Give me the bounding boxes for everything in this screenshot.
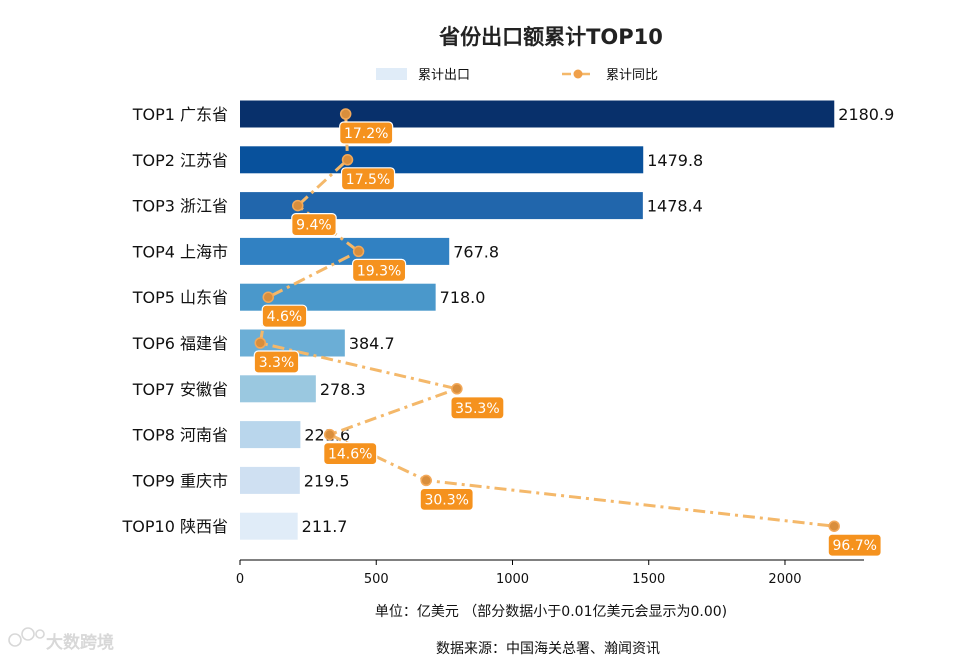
legend-line-marker — [573, 69, 583, 79]
yoy-value-label: 14.6% — [328, 447, 372, 463]
bar-value-label: 767.8 — [453, 242, 499, 261]
category-label: TOP8 河南省 — [132, 426, 228, 445]
bar-value-label: 1479.8 — [647, 151, 703, 170]
x-axis: 0 500 1000 1500 2000 — [236, 559, 864, 587]
yoy-marker — [341, 154, 354, 166]
bar-value-label: 2180.9 — [838, 105, 894, 124]
yoy-value-label: 30.3% — [424, 492, 468, 508]
x-tick-label: 1500 — [632, 572, 665, 587]
legend: 累计出口 累计同比 — [376, 68, 658, 83]
bar — [240, 466, 300, 494]
yoy-label-box — [351, 258, 407, 282]
watermark-text: 大数跨境 — [46, 632, 114, 653]
yoy-value-label: 35.3% — [455, 401, 499, 417]
category-label: TOP2 江苏省 — [132, 151, 228, 170]
yoy-value-label: 19.3% — [357, 263, 401, 279]
bar — [240, 146, 644, 174]
category-label: TOP4 上海市 — [132, 242, 228, 261]
yoy-marker — [254, 337, 267, 349]
bars-layer: TOP1 广东省 2180.9 TOP2 江苏省 1479.8 TOP3 浙江省 1478… — [122, 100, 894, 540]
legend-label-line: 累计同比 — [606, 68, 658, 83]
source-note: 数据来源：中国海关总署、瀚闻资讯 — [436, 641, 660, 657]
yoy-marker — [262, 291, 275, 303]
yoy-label-box — [291, 213, 337, 237]
yoy-value-label: 17.2% — [344, 126, 388, 142]
legend-bar-swatch — [376, 68, 407, 80]
category-label: TOP7 安徽省 — [132, 380, 228, 399]
category-label: TOP3 浙江省 — [132, 197, 228, 216]
category-label: TOP9 重庆市 — [132, 471, 228, 490]
yoy-line-layer: 17.2% 17.5% 9.4% 19.3% 4.6% 3.3% 35.3% 14.6% 30.… — [253, 108, 882, 557]
yoy-marker — [352, 245, 365, 258]
x-tick-label: 1000 — [496, 572, 529, 587]
yoy-label-box — [323, 442, 378, 466]
x-tick-label: 500 — [364, 572, 389, 587]
bar — [240, 421, 301, 449]
yoy-label-box — [450, 396, 505, 420]
legend-label-bar: 累计出口 — [418, 68, 470, 83]
yoy-value-label: 9.4% — [296, 218, 332, 234]
unit-note: 单位：亿美元 （部分数据小于0.01亿美元会显示为0.00) — [375, 604, 727, 620]
yoy-label-box — [253, 350, 300, 374]
yoy-line — [258, 113, 835, 528]
bar-value-label: 278.3 — [320, 380, 366, 399]
bar-value-label: 219.5 — [304, 471, 350, 490]
yoy-label-box — [339, 121, 394, 145]
category-label: TOP1 广东省 — [132, 105, 228, 124]
category-label: TOP10 陕西省 — [122, 517, 228, 536]
bar-value-label: 718.0 — [440, 288, 486, 307]
yoy-value-label: 4.6% — [267, 309, 303, 325]
yoy-label-box — [261, 304, 308, 328]
category-label: TOP5 山东省 — [132, 288, 228, 307]
bar — [240, 237, 450, 265]
x-tick-label: 2000 — [768, 572, 801, 587]
yoy-marker — [339, 108, 352, 120]
yoy-marker — [323, 428, 336, 441]
yoy-marker — [828, 520, 840, 532]
yoy-label-box — [340, 167, 396, 191]
yoy-marker — [292, 199, 304, 212]
yoy-marker — [420, 474, 432, 487]
watermark: 大数跨境 — [8, 627, 114, 653]
yoy-marker — [451, 383, 463, 395]
yoy-value-label: 3.3% — [259, 355, 295, 371]
bar — [240, 375, 316, 403]
category-label: TOP6 福建省 — [132, 334, 228, 353]
yoy-value-label: 96.7% — [832, 538, 876, 554]
yoy-label-box — [827, 533, 882, 557]
watermark-logo-icon — [8, 627, 45, 647]
bar-value-label: 1478.4 — [647, 197, 703, 216]
yoy-value-label: 17.5% — [346, 172, 390, 188]
chart-title: 省份出口额累计TOP10 — [438, 25, 663, 49]
yoy-label-box — [419, 487, 474, 511]
bar-value-label: 211.7 — [302, 517, 348, 536]
bar — [240, 512, 298, 540]
x-tick-label: 0 — [236, 572, 244, 587]
bar-value-label: 384.7 — [349, 334, 395, 353]
bar — [240, 100, 835, 128]
